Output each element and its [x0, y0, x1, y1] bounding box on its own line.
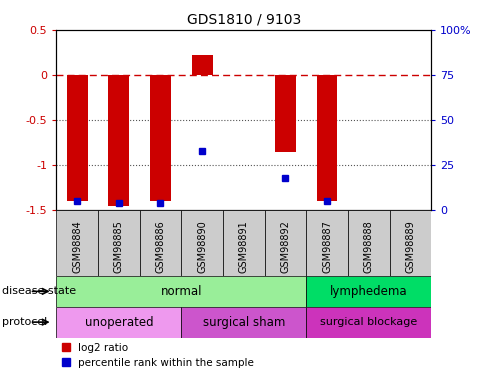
Legend: log2 ratio, percentile rank within the sample: log2 ratio, percentile rank within the s… [62, 343, 254, 368]
Text: surgical sham: surgical sham [202, 316, 285, 328]
Bar [306, 307, 431, 338]
Text: lymphedema: lymphedema [330, 285, 408, 298]
Text: normal: normal [161, 285, 202, 298]
Text: GSM98888: GSM98888 [364, 220, 374, 273]
Bar [108, 75, 129, 206]
Bar [306, 276, 431, 307]
Bar [390, 210, 431, 276]
Text: surgical blockage: surgical blockage [320, 317, 417, 327]
Bar [56, 210, 98, 276]
Bar [223, 210, 265, 276]
Text: GSM98892: GSM98892 [280, 220, 291, 273]
Text: GSM98889: GSM98889 [405, 220, 416, 273]
Text: disease state: disease state [2, 286, 76, 296]
Text: protocol: protocol [2, 317, 48, 327]
Bar [192, 55, 213, 75]
Text: GSM98885: GSM98885 [114, 220, 124, 273]
Text: GSM98884: GSM98884 [72, 220, 82, 273]
Text: GSM98891: GSM98891 [239, 220, 249, 273]
Bar [181, 210, 223, 276]
Bar [150, 75, 171, 201]
Text: GSM98886: GSM98886 [155, 220, 166, 273]
Text: GSM98890: GSM98890 [197, 220, 207, 273]
Bar [317, 75, 338, 201]
Bar [67, 75, 88, 201]
Bar [265, 210, 306, 276]
Text: unoperated: unoperated [84, 316, 153, 328]
Bar [306, 210, 348, 276]
Bar [348, 210, 390, 276]
Bar [56, 276, 306, 307]
Title: GDS1810 / 9103: GDS1810 / 9103 [187, 12, 301, 26]
Bar [275, 75, 296, 152]
Bar [181, 307, 306, 338]
Bar [98, 210, 140, 276]
Bar [140, 210, 181, 276]
Text: GSM98887: GSM98887 [322, 220, 332, 273]
Bar [56, 307, 181, 338]
